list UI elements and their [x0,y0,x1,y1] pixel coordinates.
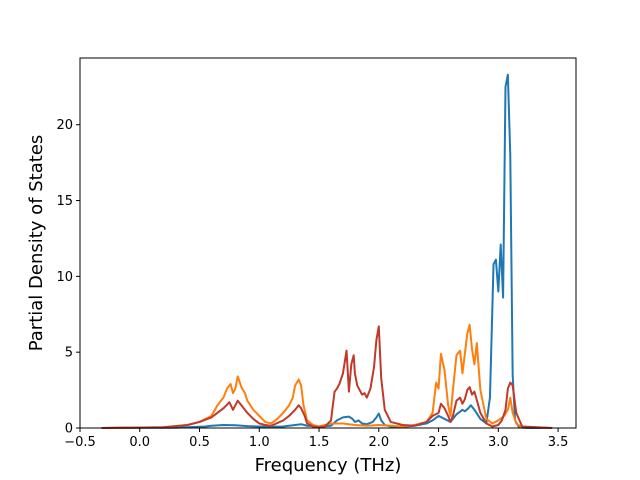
x-tick-label: 2.0 [368,435,389,450]
y-axis-ticks: 0 5 10 15 20 [56,118,80,437]
x-axis-title: Frequency (THz) [255,455,402,476]
y-tick-label: 0 [65,422,73,437]
x-tick-label: −0.5 [64,435,96,450]
y-tick-label: 15 [56,194,73,209]
axes-frame [79,57,577,429]
y-tick-label: 5 [65,346,73,361]
x-tick-label: 0.5 [189,435,210,450]
x-tick-label: 2.5 [428,435,449,450]
plot-area [101,73,553,429]
series-line-3 [101,325,553,429]
y-axis-title: Partial Density of States [26,135,47,352]
x-tick-label: 0.0 [129,435,150,450]
x-tick-label: 1.5 [309,435,330,450]
x-tick-label: 3.5 [548,435,569,450]
x-tick-label: 1.0 [249,435,270,450]
x-tick-label: 3.0 [488,435,509,450]
series-line-2 [101,323,553,429]
x-axis-ticks: −0.5 0.0 0.5 1.0 1.5 2.0 2.5 3.0 3.5 [64,428,568,450]
y-tick-label: 10 [56,270,73,285]
y-tick-label: 20 [56,118,73,133]
